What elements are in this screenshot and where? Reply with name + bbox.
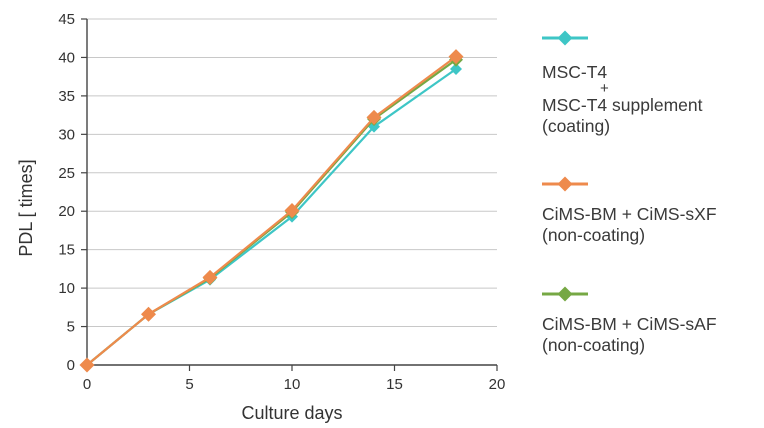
data-point-diamond — [202, 269, 218, 285]
series-line — [86, 55, 457, 366]
series-group — [79, 49, 464, 373]
data-point-diamond — [448, 49, 464, 65]
legend-marker-orange-diamond — [542, 176, 588, 192]
legend-label-cims-saf-line2: (non-coating) — [542, 335, 646, 355]
series-1 — [81, 62, 462, 371]
legend-label-cims-saf: CiMS-BM + CiMS-sAF (non-coating) — [542, 314, 717, 356]
axes — [81, 18, 498, 371]
y-tick-label: 40 — [58, 49, 75, 66]
x-tick-label: 5 — [185, 376, 193, 393]
legend-marker-teal-diamond — [542, 30, 588, 46]
legend-label-msc-t4-line2: MSC-T4 supplement — [542, 95, 703, 115]
series-2 — [79, 49, 464, 373]
y-tick-label: 25 — [58, 165, 75, 182]
legend-label-cims-sxf-line1: CiMS-BM + CiMS-sXF — [542, 204, 717, 224]
x-axis-title: Culture days — [241, 403, 342, 423]
y-tick-label: 5 — [67, 319, 75, 336]
y-tick-label: 0 — [67, 357, 75, 374]
data-point-diamond — [284, 202, 300, 218]
legend-label-cims-sxf-line2: (non-coating) — [542, 225, 646, 245]
gridlines — [87, 18, 497, 328]
legend-label-plus: + — [600, 80, 609, 97]
y-tick-label: 20 — [58, 203, 75, 220]
legend-label-msc-t4-line1: MSC-T4 — [542, 62, 608, 82]
y-tick-label: 10 — [58, 280, 75, 297]
x-tick-label: 10 — [284, 376, 301, 393]
y-axis-title: PDL [ times] — [16, 159, 36, 256]
tick-labels: 0 5 10 15 20 25 30 35 40 45 0 5 10 15 20 — [58, 11, 505, 393]
data-point-diamond — [79, 357, 95, 373]
legend-label-msc-t4-line3: (coating) — [542, 116, 611, 136]
legend-label-msc-t4: MSC-T4 + MSC-T4 supplement (coating) — [542, 62, 702, 137]
x-tick-label: 15 — [386, 376, 403, 393]
chart-legend: MSC-T4 + MSC-T4 supplement (coating) CiM… — [540, 0, 760, 428]
legend-marker-green-diamond — [542, 286, 588, 302]
x-tick-label: 20 — [489, 376, 506, 393]
legend-label-cims-saf-line1: CiMS-BM + CiMS-sAF — [542, 314, 717, 334]
y-tick-label: 35 — [58, 88, 75, 105]
y-tick-label: 45 — [58, 11, 75, 28]
data-point-diamond — [141, 306, 156, 322]
data-point-diamond — [450, 62, 462, 75]
y-tick-label: 15 — [58, 242, 75, 259]
y-tick-label: 30 — [58, 126, 75, 143]
x-tick-label: 0 — [83, 376, 91, 393]
legend-label-cims-sxf: CiMS-BM + CiMS-sXF (non-coating) — [542, 204, 717, 246]
data-point-diamond — [366, 109, 382, 125]
